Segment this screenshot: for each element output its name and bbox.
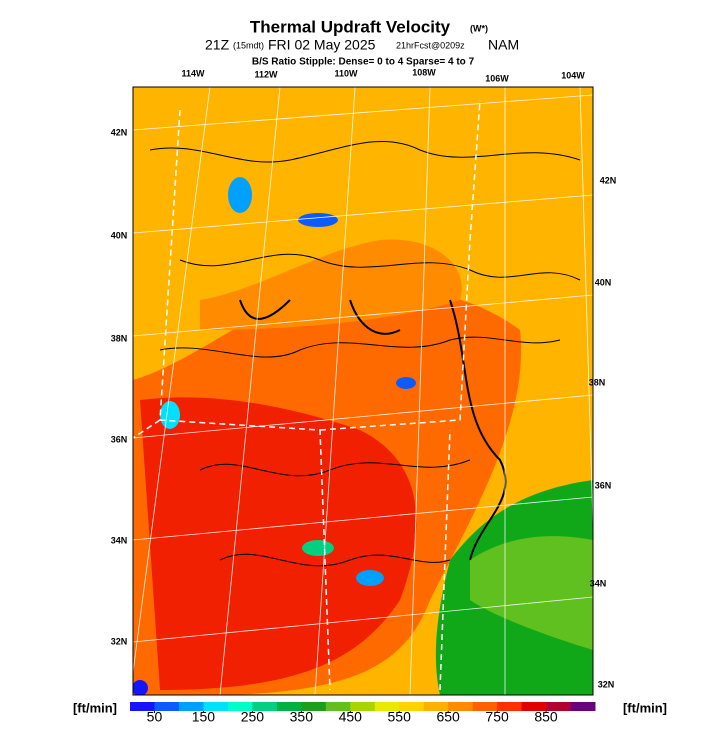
colorbar-swatch: [227, 702, 253, 711]
lat-label-right: 40N: [595, 277, 612, 287]
stipple-note: B/S Ratio Stipple: Dense= 0 to 4 Sparse=…: [252, 57, 475, 68]
colorbar-swatch: [350, 702, 376, 711]
colorbar-swatch: [252, 702, 278, 711]
lat-label-left: 42N: [111, 127, 128, 137]
colorbar-swatch: [154, 702, 180, 711]
lat-label-left: 40N: [111, 230, 128, 240]
lat-label-right: 34N: [590, 578, 607, 588]
lon-label: 106W: [485, 73, 509, 83]
colorbar-label: 450: [339, 709, 363, 725]
map: [132, 86, 594, 696]
lat-label-left: 38N: [111, 333, 128, 343]
colorbar-swatch: [497, 702, 523, 711]
colorbar-label: 50: [147, 709, 163, 725]
lat-label-left: 36N: [111, 434, 128, 444]
title-note: (W*): [470, 23, 488, 33]
lat-label-left: 34N: [111, 535, 128, 545]
lat-label-right: 42N: [600, 175, 617, 185]
colorbar-swatch: [325, 702, 351, 711]
lat-label-right: 32N: [598, 679, 615, 689]
colorbar-swatch: [472, 702, 498, 711]
colorbar-label: 250: [241, 709, 265, 725]
colorbar-swatch: [203, 702, 229, 711]
colorbar-label: 750: [485, 709, 509, 725]
colorbar-swatch: [399, 702, 425, 711]
colorbar-swatch: [570, 702, 596, 711]
colorbar-swatch: [546, 702, 572, 711]
time: 21Z: [205, 37, 230, 53]
unit-right: [ft/min]: [623, 700, 667, 715]
colorbar-swatch: [301, 702, 327, 711]
colorbar-label: 350: [290, 709, 314, 725]
colorbar-label: 850: [534, 709, 558, 725]
lon-label: 104W: [561, 70, 585, 80]
colorbar-label: 150: [192, 709, 216, 725]
colorbar-label: 550: [388, 709, 412, 725]
date: FRI 02 May 2025: [268, 37, 376, 53]
lat-label-left: 32N: [111, 636, 128, 646]
local-time: (15mdt): [233, 40, 264, 50]
forecast: 21hrFcst@0209z: [396, 40, 465, 50]
lon-label: 110W: [334, 68, 358, 78]
colorbar-label: 650: [436, 709, 460, 725]
lat-label-right: 36N: [595, 480, 612, 490]
colorbar-swatch: [130, 702, 155, 711]
lon-label: 114W: [181, 68, 205, 78]
colorbar-swatch: [521, 702, 547, 711]
colorbar-swatch: [448, 702, 474, 711]
colorbar-swatch: [178, 702, 204, 711]
model: NAM: [488, 37, 519, 53]
lon-label: 112W: [254, 69, 278, 79]
colorbar-swatch: [276, 702, 302, 711]
colorbar-swatch: [374, 702, 400, 711]
colorbar-swatch: [423, 702, 449, 711]
unit-left: [ft/min]: [73, 700, 117, 715]
lon-label: 108W: [412, 67, 436, 77]
title: Thermal Updraft Velocity: [250, 17, 451, 36]
lat-label-right: 38N: [589, 377, 606, 387]
